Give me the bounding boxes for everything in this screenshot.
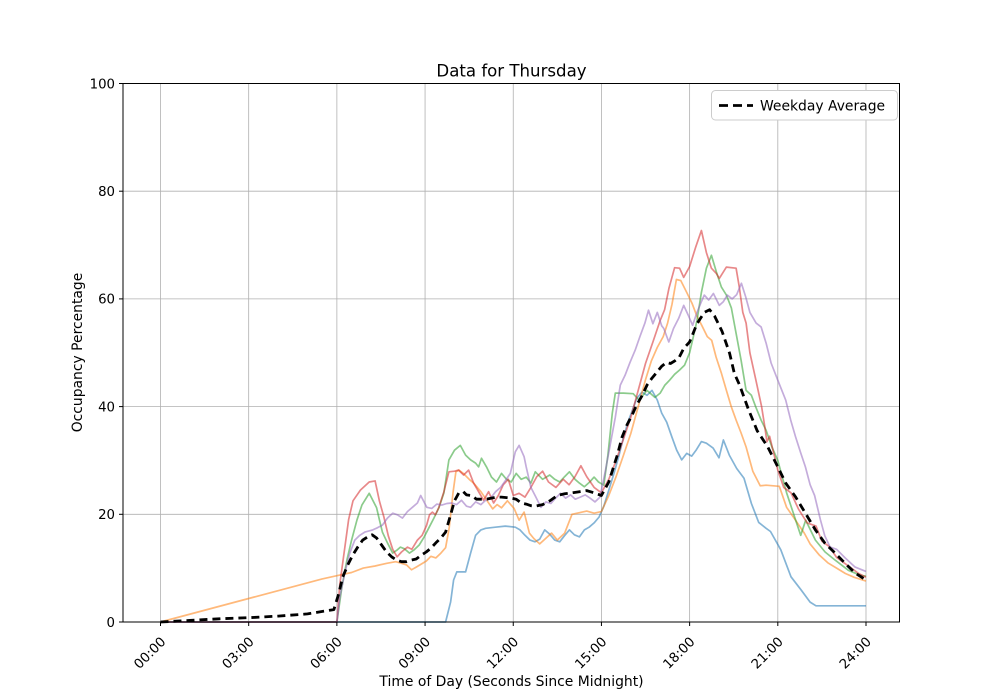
series-line-weekday-average (160, 308, 867, 624)
x-tick-label: 00:00 (132, 635, 170, 673)
y-tick-label: 60 (98, 293, 115, 308)
legend-label: Weekday Average (760, 99, 885, 115)
data-series-lines (160, 229, 867, 624)
x-tick-label: 24:00 (837, 635, 875, 673)
x-axis-label: Time of Day (Seconds Since Midnight) (378, 674, 643, 690)
legend-box (711, 90, 898, 121)
series-line-day-series-blue (160, 389, 866, 623)
y-tick-label: 0 (107, 616, 115, 631)
legend: Weekday Average (711, 90, 898, 121)
axis-ticks-and-labels: 00:00 03:00 06:00 09:00 12:00 15:00 18:00 21:00… (90, 77, 875, 672)
x-tick-label: 03:00 (220, 635, 258, 673)
grid-lines (123, 83, 900, 623)
series-line-day-series-purple (160, 282, 867, 623)
x-tick-label: 12:00 (484, 635, 522, 673)
series-line-day-series-green (160, 254, 867, 623)
y-tick-label: 100 (90, 77, 115, 92)
x-tick-label: 21:00 (749, 635, 787, 673)
series-line-day-series-red (160, 229, 867, 623)
y-tick-label: 40 (98, 400, 115, 415)
x-tick-label: 18:00 (661, 635, 699, 673)
chart-title: Data for Thursday (436, 62, 586, 81)
y-axis-label: Occupancy Percentage (70, 273, 86, 433)
y-tick-label: 80 (98, 185, 115, 200)
y-tick-label: 20 (98, 508, 115, 523)
x-tick-label: 09:00 (396, 635, 434, 673)
x-tick-label: 15:00 (573, 635, 611, 673)
series-line-day-series-orange (160, 278, 867, 623)
axes-spines (122, 83, 900, 623)
x-tick-label: 06:00 (308, 635, 346, 673)
